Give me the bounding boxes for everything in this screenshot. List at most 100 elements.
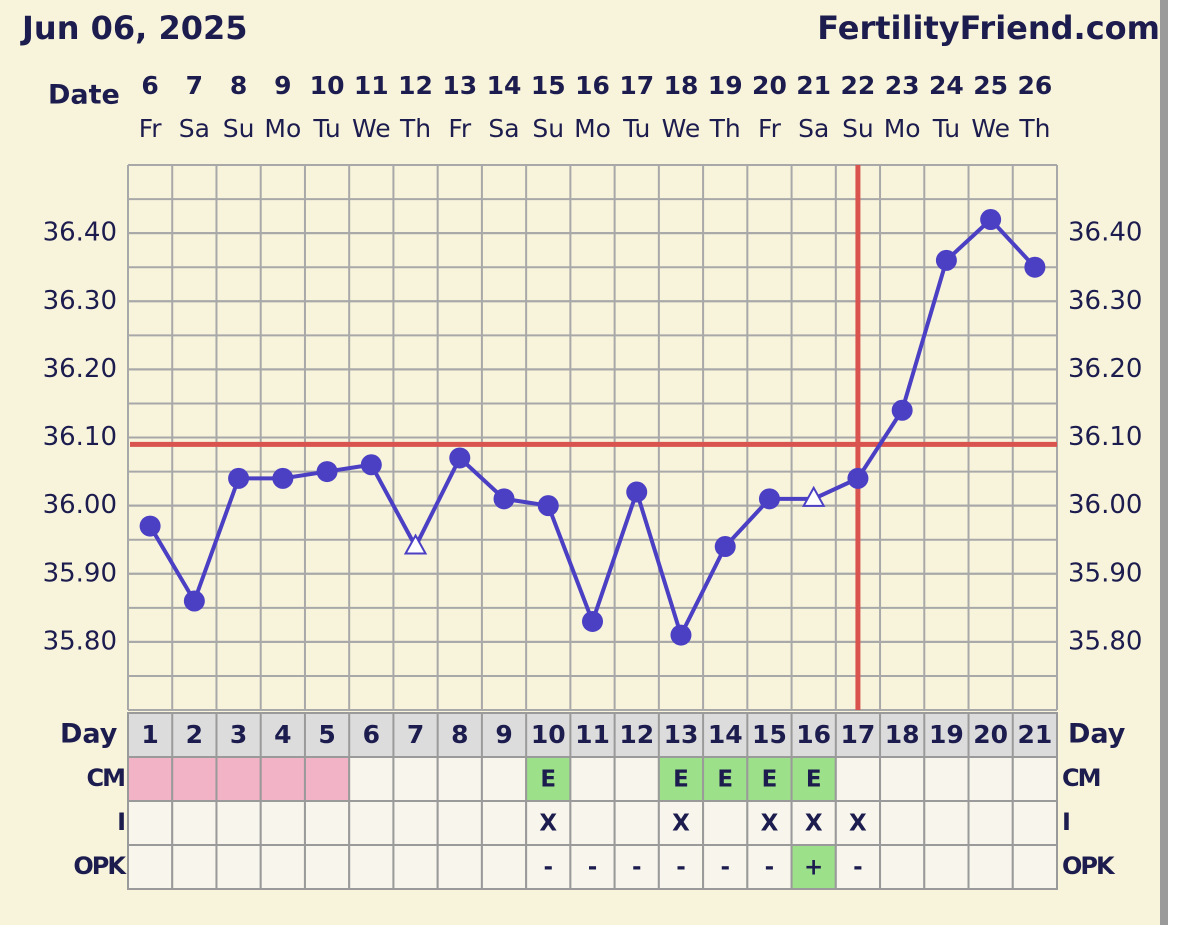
weekday-label: Su bbox=[532, 114, 564, 143]
cell-text: - bbox=[543, 855, 553, 881]
table-cell bbox=[392, 800, 439, 846]
y-tick-label: 36.00 bbox=[43, 490, 117, 520]
table-cell bbox=[392, 844, 439, 890]
cell-text: - bbox=[853, 855, 863, 881]
edge-bar bbox=[1160, 0, 1168, 925]
table-cell bbox=[171, 800, 218, 846]
temperature-marker-open bbox=[403, 533, 428, 555]
table-cell bbox=[702, 844, 749, 890]
weekday-label: Fr bbox=[139, 114, 163, 143]
table-cell bbox=[480, 756, 528, 802]
chart-title: Jun 06, 2025 bbox=[20, 9, 248, 47]
row-label: CM bbox=[87, 764, 125, 792]
weekday-label: Mo bbox=[574, 114, 611, 143]
table-cell bbox=[657, 844, 705, 890]
y-tick-label: 35.80 bbox=[43, 626, 117, 656]
cell-text: - bbox=[720, 855, 730, 881]
day-number: 21 bbox=[1017, 720, 1052, 749]
date-label: 7 bbox=[186, 71, 203, 100]
weekday-label: Mo bbox=[264, 114, 301, 143]
date-label: 23 bbox=[885, 71, 920, 100]
cell-text: X bbox=[672, 811, 690, 837]
table-cell bbox=[303, 844, 351, 890]
temperature-marker bbox=[228, 467, 250, 489]
day-number: 15 bbox=[752, 720, 787, 749]
day-label: Day bbox=[60, 719, 118, 750]
table-cell bbox=[613, 844, 660, 890]
temperature-marker bbox=[758, 488, 780, 510]
table-cell bbox=[215, 756, 262, 802]
table-cell bbox=[127, 800, 174, 846]
temperature-marker bbox=[139, 515, 161, 537]
table-cell bbox=[480, 844, 528, 890]
date-label: 19 bbox=[708, 71, 743, 100]
y-tick-label: 36.40 bbox=[43, 218, 117, 248]
date-label: 8 bbox=[230, 71, 247, 100]
day-number: 6 bbox=[363, 720, 380, 749]
weekday-label: Fr bbox=[758, 114, 782, 143]
date-label: 22 bbox=[841, 71, 876, 100]
cell-text: - bbox=[632, 855, 642, 881]
day-number: 10 bbox=[531, 720, 566, 749]
brand: FertilityFriend.com bbox=[817, 9, 1160, 47]
day-number: 7 bbox=[407, 720, 424, 749]
table-cell bbox=[215, 844, 262, 890]
table-cell bbox=[746, 756, 793, 802]
table-cell bbox=[392, 756, 439, 802]
weekday-label: We bbox=[352, 114, 391, 143]
table-cell bbox=[923, 844, 970, 890]
date-label: 17 bbox=[619, 71, 654, 100]
table-cell bbox=[746, 844, 793, 890]
day-number: 20 bbox=[973, 720, 1008, 749]
day-number: 3 bbox=[230, 720, 247, 749]
day-number: 12 bbox=[619, 720, 654, 749]
table-cell bbox=[967, 800, 1014, 846]
day-number: 17 bbox=[841, 720, 876, 749]
table-cell bbox=[1011, 756, 1058, 802]
table-cell bbox=[127, 844, 174, 890]
table-cell bbox=[436, 756, 483, 802]
date-label: 14 bbox=[487, 71, 522, 100]
cell-text: - bbox=[765, 855, 775, 881]
y2-tick-label: 36.10 bbox=[1068, 422, 1142, 452]
table-cell bbox=[303, 800, 351, 846]
weekday-label: Sa bbox=[798, 114, 829, 143]
table-cell bbox=[348, 844, 395, 890]
date-label: 16 bbox=[575, 71, 610, 100]
date-label: 6 bbox=[141, 71, 158, 100]
weekday-label: We bbox=[971, 114, 1010, 143]
table-cell bbox=[834, 756, 882, 802]
table-cell bbox=[525, 844, 572, 890]
temperature-marker bbox=[935, 249, 957, 271]
table-cell bbox=[1011, 800, 1058, 846]
weekday-label: Tu bbox=[312, 114, 340, 143]
weekday-label: Sa bbox=[179, 114, 210, 143]
row-label-right: CM bbox=[1062, 764, 1100, 792]
table-cell bbox=[879, 800, 926, 846]
cell-text: E bbox=[762, 767, 778, 793]
table-cell bbox=[967, 756, 1014, 802]
cell-text: E bbox=[806, 767, 822, 793]
table-cell bbox=[348, 756, 395, 802]
date-label: 18 bbox=[664, 71, 699, 100]
table-cell bbox=[259, 844, 306, 890]
day-number: 1 bbox=[141, 720, 158, 749]
x-label: Date bbox=[48, 80, 120, 111]
table-cell bbox=[171, 756, 218, 802]
y2-tick-label: 35.90 bbox=[1068, 558, 1142, 588]
temperature-marker bbox=[449, 447, 471, 469]
table-cell bbox=[879, 756, 926, 802]
table-cell bbox=[480, 800, 528, 846]
date-label: 24 bbox=[929, 71, 964, 100]
day-number: 14 bbox=[708, 720, 743, 749]
cell-text: X bbox=[539, 811, 557, 837]
date-label: 25 bbox=[973, 71, 1008, 100]
date-label: 13 bbox=[442, 71, 477, 100]
table-cell bbox=[436, 844, 483, 890]
weekday-label: Fr bbox=[448, 114, 472, 143]
weekday-label: Th bbox=[1018, 114, 1050, 143]
cell-text: X bbox=[761, 811, 779, 837]
date-label: 21 bbox=[796, 71, 831, 100]
table-cell bbox=[1011, 844, 1058, 890]
